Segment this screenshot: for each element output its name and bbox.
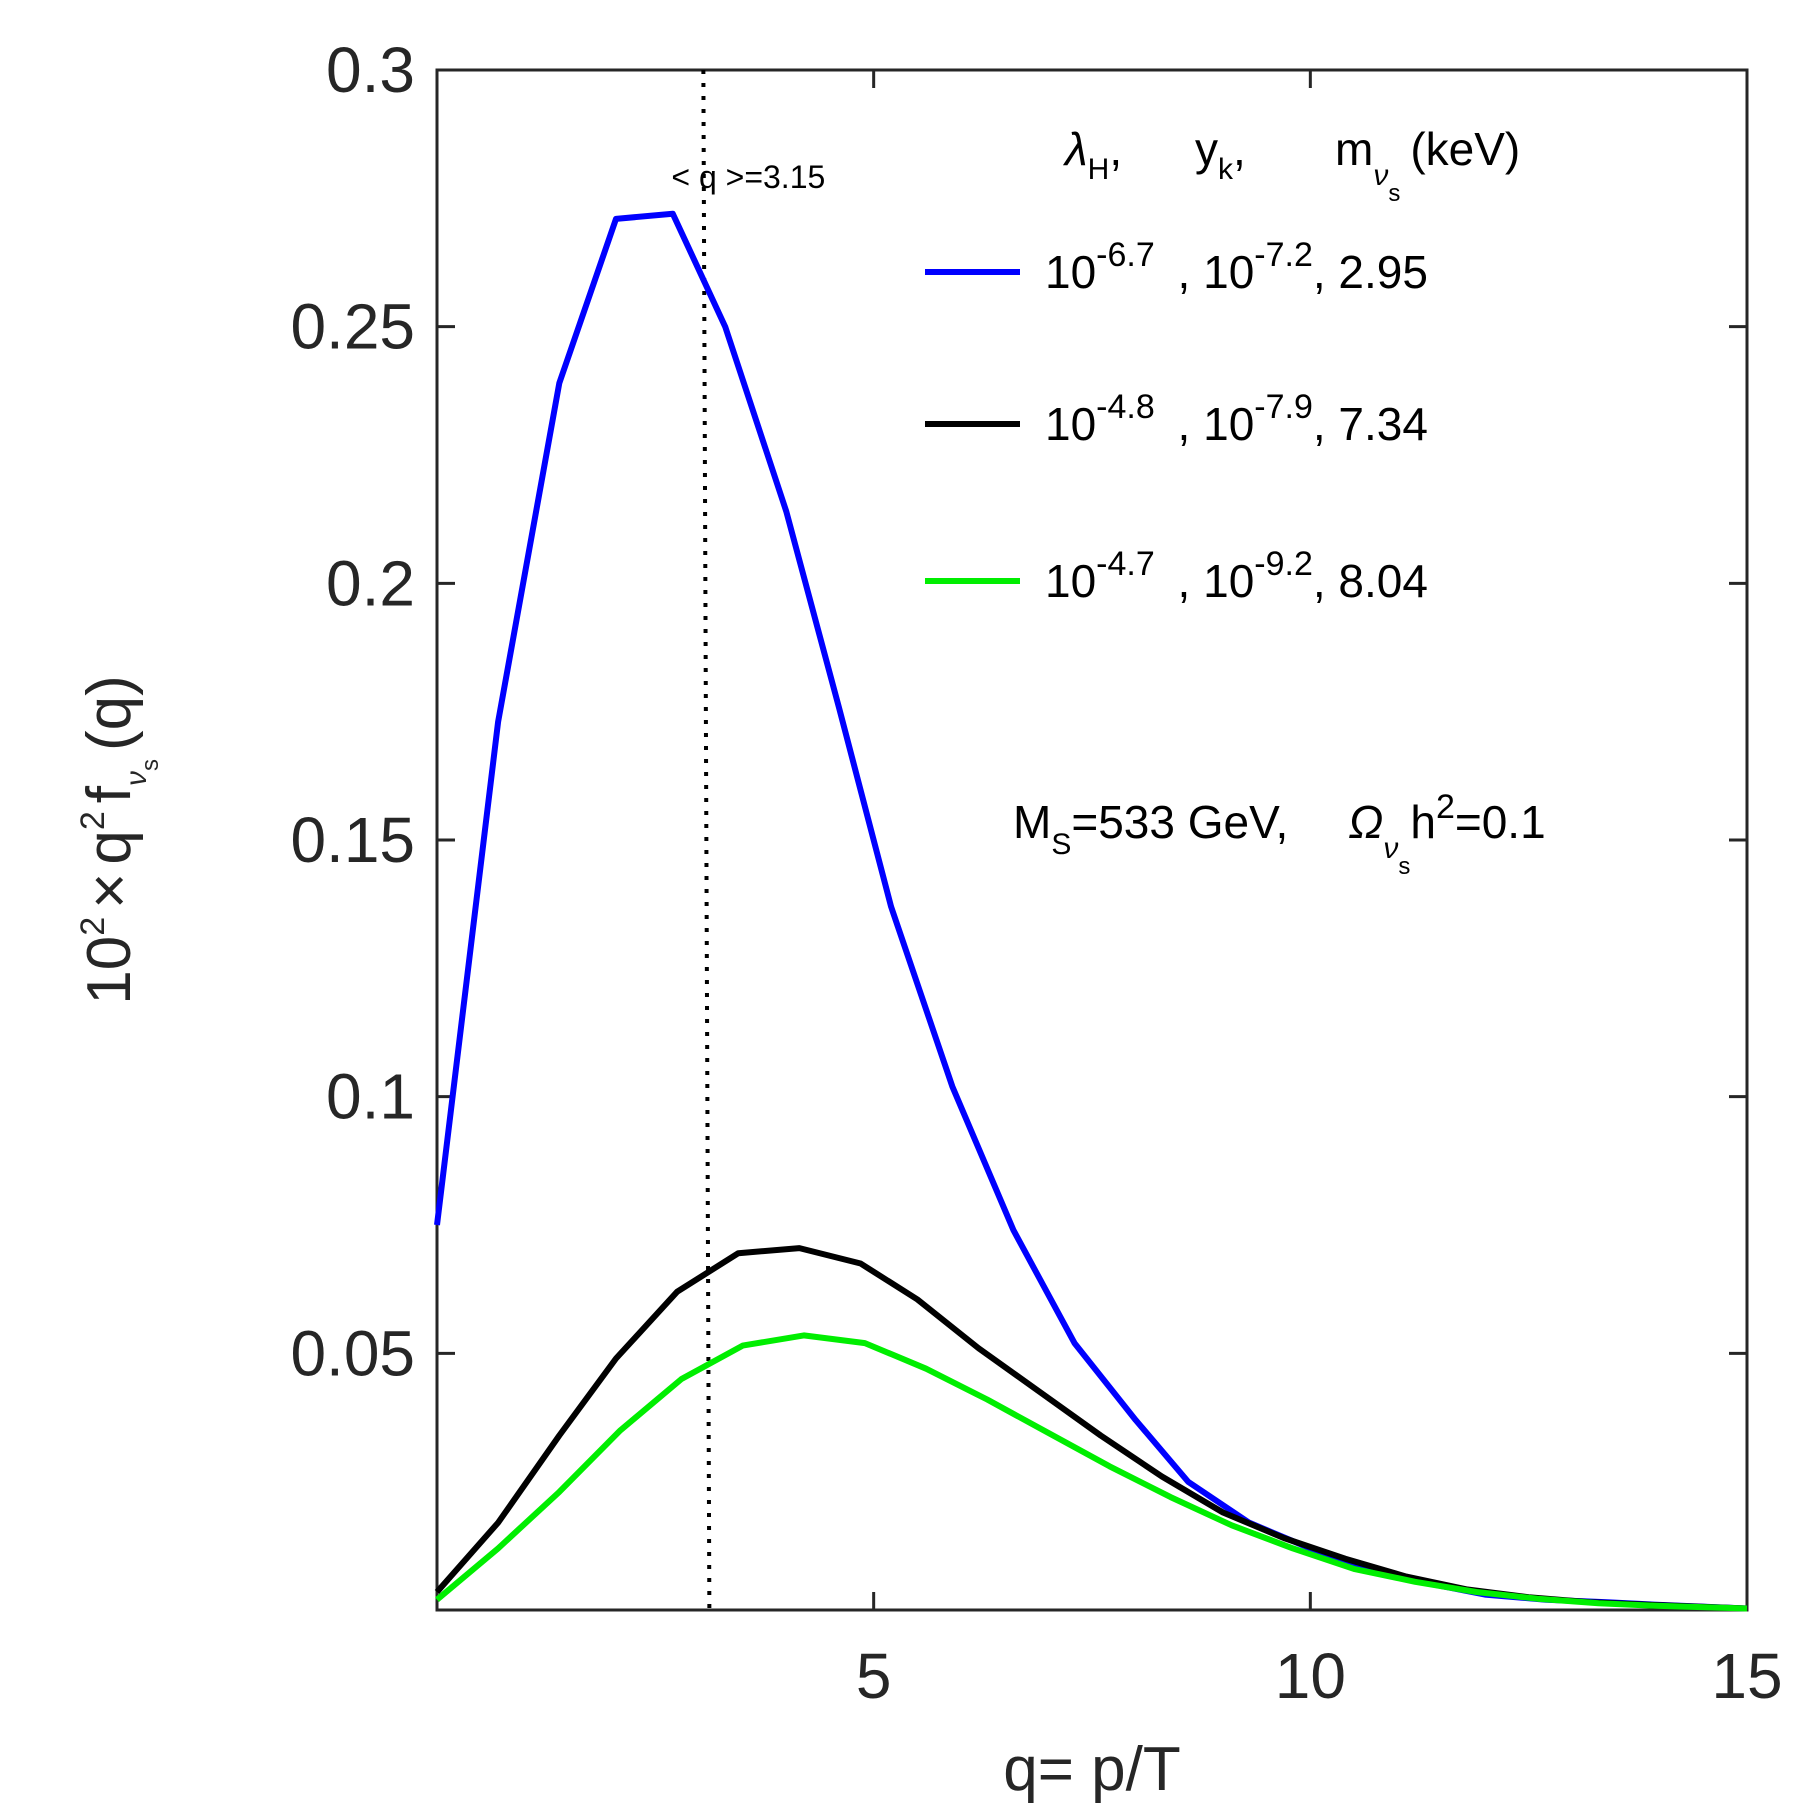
svg-text:λH,: λH, (1062, 123, 1122, 186)
legend-header: λH, yk, mνs(keV) (1062, 123, 1520, 207)
svg-text:mνs(keV): mνs(keV) (1335, 123, 1520, 207)
svg-text:yk,: yk, (1195, 123, 1246, 186)
legend-label-2: 10-4.8 , 10-7.9, 7.34 (1045, 388, 1428, 450)
y-tick-label: 0.15 (290, 804, 415, 876)
parameter-annotation: MS=533 GeV, Ωνsh2=0.1 (1013, 788, 1546, 880)
y-axis-title: 102×q2fνs(q) (74, 675, 164, 1005)
x-tick-label: 15 (1711, 1640, 1782, 1712)
y-tick-label: 0.05 (290, 1317, 415, 1389)
series-line-3 (435, 1332, 1748, 1612)
legend: 10-6.7 , 10-7.2, 2.95 10-4.8 , 10-7.9, 7.… (925, 236, 1428, 607)
y-tick-label: 0.2 (326, 547, 415, 619)
tick-labels: 5 10 15 0.05 0.1 0.15 0.2 0.25 0.3 (290, 34, 1782, 1712)
y-tick-label: 0.25 (290, 291, 415, 363)
svg-text:102×q2fνs(q): 102×q2fνs(q) (74, 675, 164, 1005)
y-tick-label: 0.3 (326, 34, 415, 106)
x-axis-title: q= p/T (1003, 1735, 1181, 1804)
mean-q-label: < q >=3.15 (671, 159, 825, 195)
mean-q-line (701, 69, 712, 1611)
series-lines (434, 210, 1748, 1612)
y-tick-label: 0.1 (326, 1061, 415, 1133)
x-tick-label: 5 (856, 1640, 892, 1712)
x-tick-label: 10 (1275, 1640, 1346, 1712)
legend-label-3: 10-4.7 , 10-9.2, 8.04 (1045, 545, 1428, 607)
legend-label-1: 10-6.7 , 10-7.2, 2.95 (1045, 236, 1428, 298)
